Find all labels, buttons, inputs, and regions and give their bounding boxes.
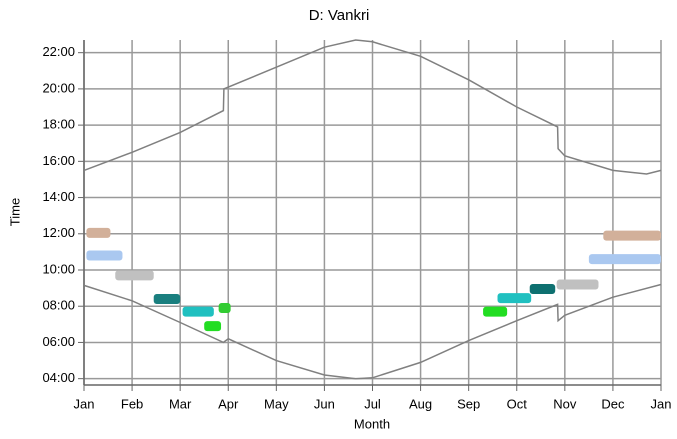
y-tick-label: 08:00 <box>42 298 75 313</box>
x-tick-label: Oct <box>507 396 528 411</box>
time-line <box>83 39 662 175</box>
y-tick-label: 20:00 <box>42 80 75 95</box>
activity-band <box>115 270 154 281</box>
x-tick-label: Jan <box>74 396 95 411</box>
chart-title: D: Vankri <box>309 7 370 24</box>
x-tick-label: Jul <box>364 396 381 411</box>
activity-band <box>556 279 599 290</box>
x-tick-label: Aug <box>409 396 432 411</box>
activity-band <box>86 250 123 261</box>
time-line <box>83 283 662 380</box>
activity-band <box>218 303 231 314</box>
x-tick-label: May <box>264 396 289 411</box>
activity-band <box>182 306 214 317</box>
activity-band <box>153 293 181 304</box>
activity-band <box>497 293 532 304</box>
x-tick-label: Jan <box>651 396 672 411</box>
y-tick-label: 14:00 <box>42 189 75 204</box>
x-axis-label: Month <box>354 416 390 431</box>
activity-band <box>86 227 111 238</box>
y-tick-label: 10:00 <box>42 261 75 276</box>
activity-band <box>204 321 222 332</box>
x-tick-label: Sep <box>457 396 480 411</box>
y-tick-label: 12:00 <box>42 225 75 240</box>
x-tick-label: Jun <box>314 396 335 411</box>
y-tick-label: 06:00 <box>42 334 75 349</box>
y-axis-label: Time <box>7 198 22 226</box>
activity-band <box>529 284 556 295</box>
x-tick-label: Mar <box>169 396 192 411</box>
x-tick-label: Feb <box>121 396 143 411</box>
y-tick-label: 18:00 <box>42 117 75 132</box>
x-tick-label: Apr <box>218 396 239 411</box>
y-tick-label: 22:00 <box>42 44 75 59</box>
y-tick-label: 16:00 <box>42 153 75 168</box>
x-tick-label: Dec <box>601 396 625 411</box>
y-tick-label: 04:00 <box>42 370 75 385</box>
activity-band <box>483 306 508 317</box>
activity-band <box>588 254 661 265</box>
x-tick-label: Nov <box>553 396 577 411</box>
activity-band <box>603 230 661 241</box>
